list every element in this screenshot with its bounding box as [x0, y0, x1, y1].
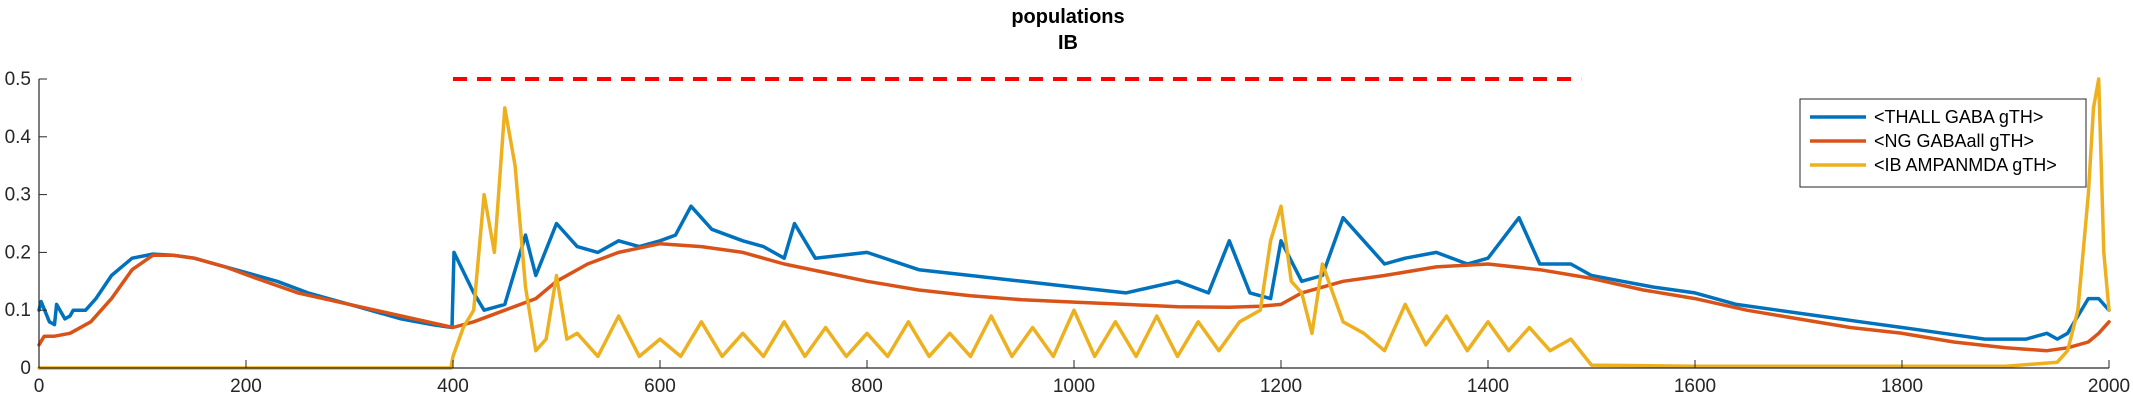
chart-subtitle: IB — [1058, 32, 1078, 54]
x-tick-label: 1400 — [1467, 376, 1509, 397]
legend-label-2: <NG GABAall gTH> — [1874, 131, 2034, 151]
legend-label-3: <IB AMPANMDA gTH> — [1874, 155, 2057, 175]
x-tick-label: 800 — [851, 376, 883, 397]
legend-box — [1799, 98, 2087, 188]
y-tick-label: 0.2 — [5, 242, 31, 263]
x-tick-label: 1800 — [1881, 376, 1923, 397]
series-layer — [37, 77, 2111, 370]
chart-title: populations — [1011, 6, 1124, 28]
y-tick-label: 0.3 — [5, 185, 31, 206]
chart-title-group: populations IB — [1011, 6, 1124, 54]
plot-area — [39, 79, 2109, 368]
y-tick-label: 0.4 — [5, 127, 32, 148]
y-tick-label: 0.5 — [5, 69, 31, 90]
legend-label-1: <THALL GABA gTH> — [1874, 107, 2043, 127]
series-line-2 — [37, 241, 2111, 353]
x-tick-label: 0 — [34, 376, 45, 397]
x-tick-label: 400 — [437, 376, 469, 397]
series-line-3 — [37, 77, 2111, 370]
x-tick-label: 1600 — [1674, 376, 1716, 397]
x-tick-label: 1000 — [1053, 376, 1095, 397]
y-tick-label: 0.1 — [5, 300, 31, 321]
x-tick-label: 2000 — [2088, 376, 2130, 397]
axes-layer: 0 200 400 600 800 1000 1200 1400 1600 1800 2000 0 0.… — [5, 69, 2131, 397]
y-tick-label: 0 — [20, 358, 31, 379]
x-tick-label: 200 — [230, 376, 262, 397]
x-tick-label: 1200 — [1260, 376, 1302, 397]
legend: <THALL GABA gTH> <NG GABAall gTH> <IB AMPA… — [1799, 98, 2087, 188]
x-tick-label: 600 — [644, 376, 676, 397]
